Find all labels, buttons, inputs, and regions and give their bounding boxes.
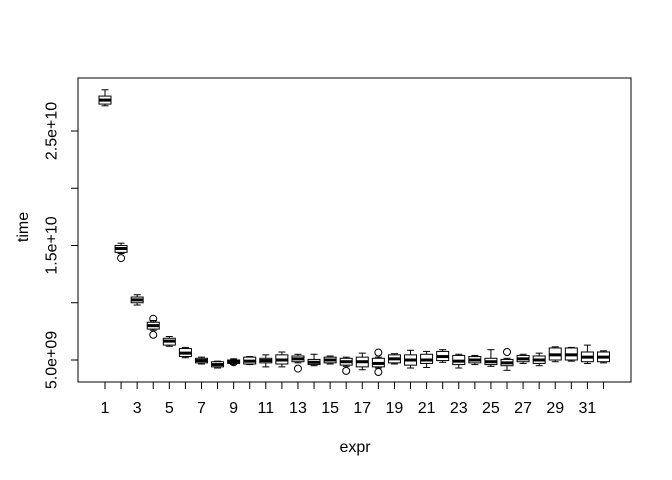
boxplot-expr-2 — [114, 242, 128, 263]
x-tick-label: 23 — [450, 400, 468, 417]
outlier-point — [149, 314, 158, 323]
boxplot-expr-14 — [307, 353, 321, 367]
x-tick-label: 17 — [353, 400, 371, 417]
x-tick-label: 11 — [257, 400, 274, 417]
boxplot-expr-24 — [468, 354, 482, 366]
boxplot-expr-32 — [596, 350, 610, 364]
y-tick-label: 5.0e+09 — [44, 331, 61, 389]
boxplot-expr-15 — [323, 355, 337, 365]
x-tick-label: 21 — [418, 400, 436, 417]
boxplot-expr-30 — [564, 346, 578, 362]
outlier-point — [503, 347, 511, 356]
outlier-point — [374, 368, 383, 377]
outlier-point — [229, 358, 238, 367]
boxplot-expr-26 — [500, 347, 514, 371]
outlier-point — [374, 348, 383, 357]
outlier-point — [293, 364, 302, 373]
boxplot-expr-29 — [548, 346, 562, 363]
boxplot-expr-31 — [580, 344, 594, 364]
outlier-point — [117, 254, 126, 263]
x-axis-title: expr — [339, 439, 371, 456]
boxplot-expr-19 — [387, 353, 401, 365]
x-tick-label: 29 — [546, 400, 564, 417]
x-tick-label: 9 — [229, 400, 238, 417]
boxplot-expr-12 — [275, 351, 289, 368]
x-tick-label: 31 — [579, 400, 597, 417]
plot-border — [77, 77, 632, 383]
x-tick-label: 13 — [289, 400, 307, 417]
x-tick-label: 1 — [101, 400, 110, 417]
boxplot-expr-25 — [484, 349, 498, 367]
x-tick-label: 7 — [197, 400, 206, 417]
y-tick-label: 1.5e+10 — [44, 216, 61, 274]
boxplot-expr-18 — [371, 348, 385, 377]
boxplot-expr-22 — [436, 349, 450, 363]
x-tick-label: 25 — [482, 400, 500, 417]
boxplot-expr-28 — [532, 352, 546, 367]
boxplot-expr-16 — [339, 356, 353, 375]
boxplot-expr-5 — [162, 336, 176, 347]
boxplot-expr-7 — [194, 356, 208, 365]
boxplot-expr-20 — [404, 349, 418, 369]
boxplot-expr-4 — [146, 314, 160, 339]
x-tick-label: 15 — [321, 400, 339, 417]
outlier-point — [342, 366, 351, 375]
boxplot-expr-3 — [130, 294, 144, 306]
y-axis-title: time — [15, 211, 32, 243]
boxplot-expr-17 — [355, 352, 369, 371]
x-tick-label: 5 — [165, 400, 174, 417]
boxplot-expr-9 — [227, 358, 241, 367]
x-tick-label: 3 — [133, 400, 142, 417]
boxplot-expr-13 — [291, 353, 305, 373]
outlier-point — [149, 330, 158, 339]
x-tick-label: 27 — [514, 400, 532, 417]
boxplot-expr-6 — [178, 346, 192, 359]
x-tick-label: 19 — [386, 400, 404, 417]
boxplot-expr-8 — [211, 360, 225, 369]
boxplot-expr-21 — [420, 350, 434, 368]
boxplot-expr-27 — [516, 353, 530, 364]
boxplot-expr-10 — [243, 356, 257, 366]
boxplot-expr-1 — [98, 89, 112, 107]
boxplot-expr-11 — [259, 354, 273, 368]
boxplot-expr-23 — [452, 353, 466, 369]
y-tick-label: 2.5e+10 — [44, 102, 61, 160]
